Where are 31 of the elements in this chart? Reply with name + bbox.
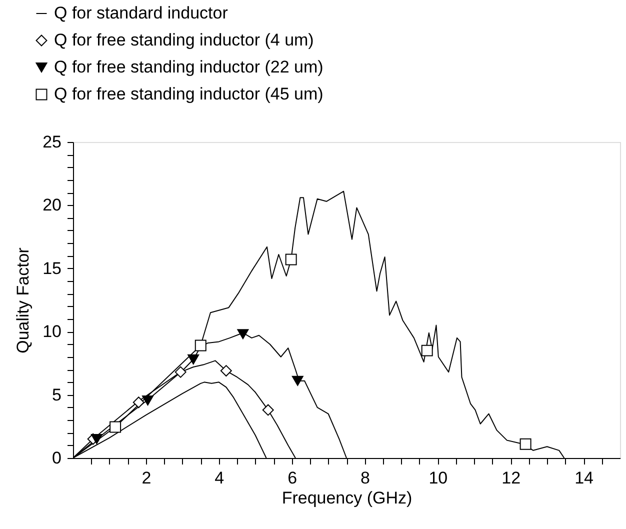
point [237,329,249,340]
y-tick-label: 25 [42,132,62,152]
point [188,354,200,364]
x-tick-label: 14 [574,468,594,488]
point [285,254,297,266]
y-tick-label: 5 [52,385,62,404]
x-tick-label: 12 [502,468,521,488]
y-axis-title: Quality Factor [14,247,33,354]
x-tick-label: 2 [142,468,152,488]
point [292,376,304,386]
point [142,395,154,406]
point [194,340,206,352]
legend-label: Q for free standing inductor (22 um) [54,58,324,76]
x-tick-label: 4 [214,468,224,488]
point [90,434,102,444]
y-tick-label: 15 [42,258,62,278]
y-tick-label: 20 [42,196,62,215]
legend-label: Q for free standing inductor (4 um) [54,30,314,50]
point [132,396,144,408]
y-tick-label: 0 [52,448,62,468]
x-tick-label: 10 [428,468,448,488]
x-tick-label: 8 [360,468,370,488]
legend-label: Q for standard inductor [54,4,228,22]
point [174,366,186,378]
point [110,421,122,433]
legend-label: Q for free standing inductor (45 um) [54,84,324,104]
x-axis-title: Frequency (GHz) [282,488,412,508]
x-tick-label: 6 [288,468,298,488]
point [421,344,433,356]
point [520,438,532,450]
y-tick-label: 10 [42,322,62,342]
